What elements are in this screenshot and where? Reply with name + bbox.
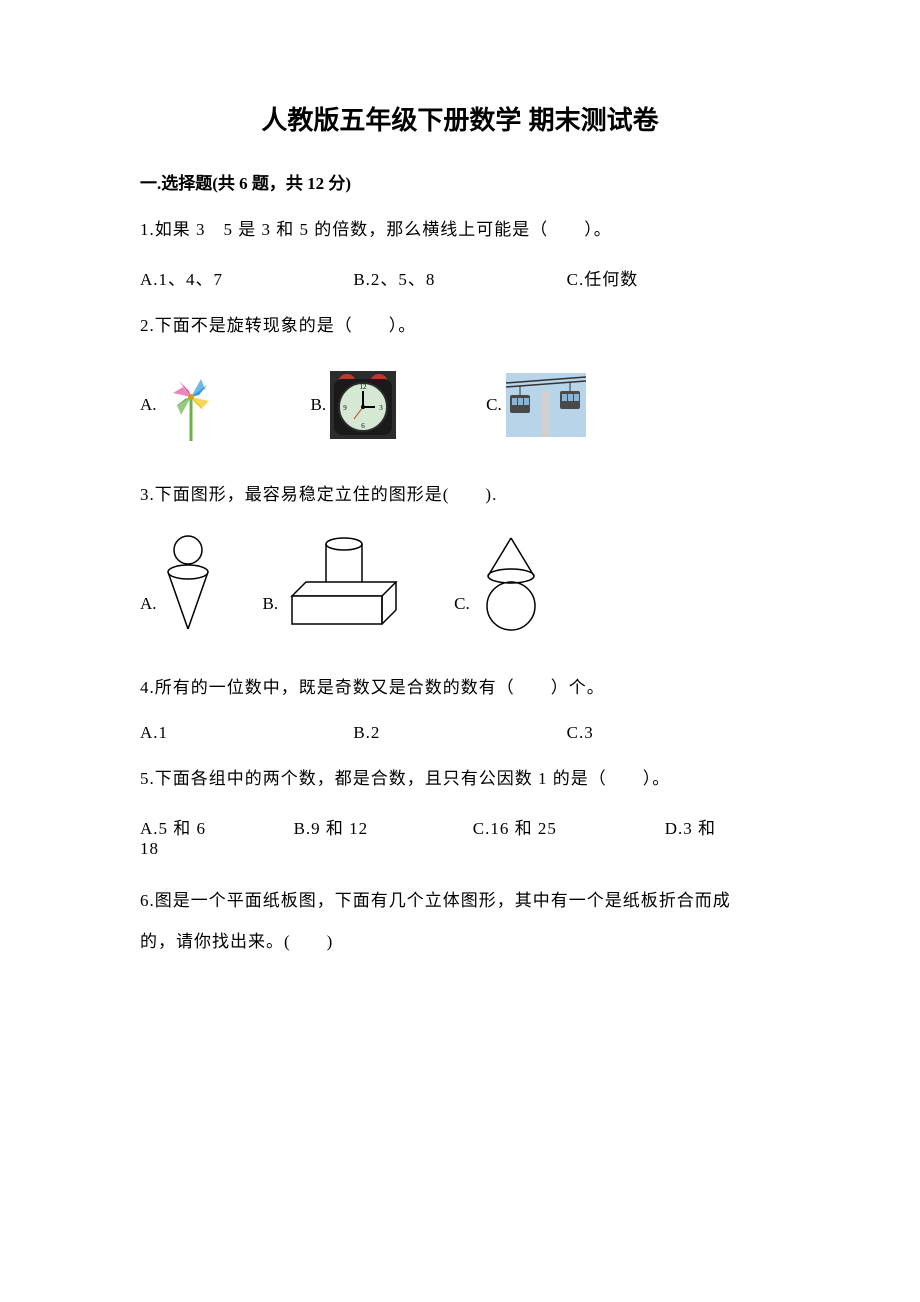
clock-image: 12 3 6 9 <box>330 371 396 439</box>
q5-opt-a: A.5 和 6 <box>140 814 294 839</box>
q3-options: A. B. C. <box>140 534 780 634</box>
q2-opt-c: C. <box>486 373 586 437</box>
q3-b-label: B. <box>263 594 279 614</box>
q2-a-label: A. <box>140 395 157 415</box>
cablecar-image <box>506 373 586 437</box>
q5-opt-b: B.9 和 12 <box>294 814 473 839</box>
q4-opt-a: A.1 <box>140 723 353 743</box>
q1-opt-c: C.任何数 <box>567 265 780 290</box>
page-title: 人教版五年级下册数学 期末测试卷 <box>140 100 780 137</box>
q3-opt-c: C. <box>454 534 546 634</box>
section-header: 一.选择题(共 6 题，共 12 分) <box>140 169 780 194</box>
cone-sphere-shape <box>163 534 213 634</box>
q5-opt-d: D.3 和 <box>665 814 780 839</box>
q2-opt-a: A. <box>140 369 221 441</box>
q2-b-label: B. <box>311 395 327 415</box>
q4-opt-b: B.2 <box>353 723 566 743</box>
q1-opt-a: A.1、4、7 <box>140 265 353 290</box>
q5-opt-c: C.16 和 25 <box>473 814 665 839</box>
svg-text:6: 6 <box>361 422 365 430</box>
svg-text:12: 12 <box>360 383 368 391</box>
q5-options: A.5 和 6 B.9 和 12 C.16 和 25 D.3 和 18 <box>140 814 780 859</box>
q4-options: A.1 B.2 C.3 <box>140 723 780 743</box>
q3-c-label: C. <box>454 594 470 614</box>
q3-opt-b: B. <box>263 534 405 634</box>
q1-opt-b: B.2、5、8 <box>353 265 566 290</box>
q6-line2: 的，请你找出来。( ) <box>140 922 780 963</box>
question-2: 2.下面不是旋转现象的是（ ）。 <box>140 312 780 339</box>
question-4: 4.所有的一位数中，既是奇数又是合数的数有（ ）个。 <box>140 674 780 701</box>
svg-text:9: 9 <box>343 404 347 412</box>
q3-opt-a: A. <box>140 534 213 634</box>
q2-c-label: C. <box>486 395 502 415</box>
question-6: 6.图是一个平面纸板图，下面有几个立体图形，其中有一个是纸板折合而成 的，请你找… <box>140 881 780 963</box>
cone-on-sphere-shape <box>476 534 546 634</box>
q5-opt-d2: 18 <box>140 839 780 859</box>
q2-opt-b: B. 12 3 6 9 <box>311 371 397 439</box>
pinwheel-image <box>161 369 221 441</box>
q4-opt-c: C.3 <box>567 723 780 743</box>
cylinder-box-shape <box>284 534 404 634</box>
q6-line1: 6.图是一个平面纸板图，下面有几个立体图形，其中有一个是纸板折合而成 <box>140 881 780 922</box>
q3-a-label: A. <box>140 594 157 614</box>
q2-options: A. B. <box>140 369 780 441</box>
q1-options: A.1、4、7 B.2、5、8 C.任何数 <box>140 265 780 290</box>
question-1: 1.如果 3 5 是 3 和 5 的倍数，那么横线上可能是（ ）。 <box>140 216 780 243</box>
question-3: 3.下面图形，最容易稳定立住的图形是( ). <box>140 481 780 508</box>
svg-text:3: 3 <box>379 404 383 412</box>
question-5: 5.下面各组中的两个数，都是合数，且只有公因数 1 的是（ ）。 <box>140 765 780 792</box>
